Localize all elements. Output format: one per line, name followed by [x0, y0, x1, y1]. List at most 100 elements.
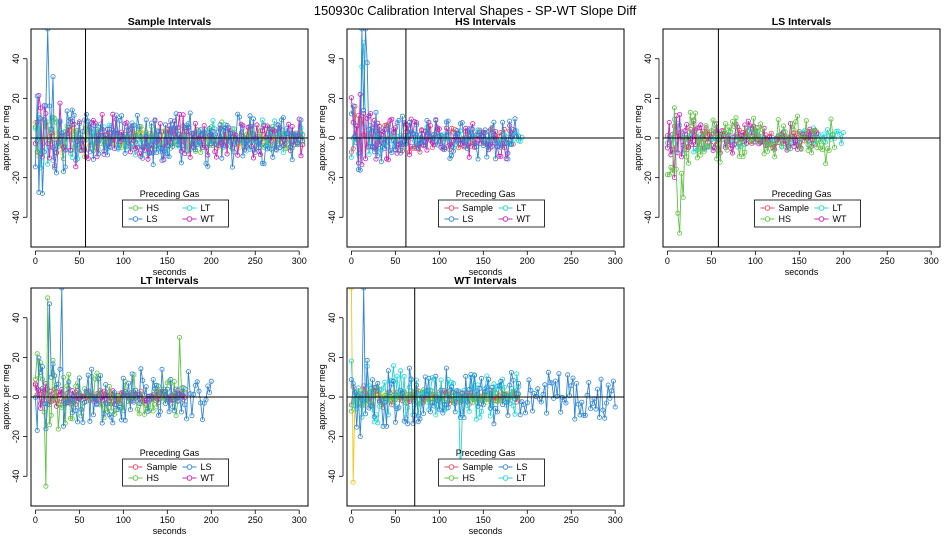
- data-point: [127, 407, 133, 413]
- data-point: [134, 145, 140, 151]
- data-point: [466, 386, 472, 392]
- legend-label: LT: [201, 203, 211, 213]
- data-point: [807, 141, 813, 147]
- data-point: [565, 372, 571, 378]
- data-point: [117, 118, 123, 124]
- data-point: [366, 144, 372, 150]
- data-point: [445, 405, 451, 411]
- legend-title: Preceding Gas: [772, 189, 832, 199]
- data-point: [745, 118, 751, 124]
- data-point: [117, 404, 123, 410]
- data-point: [298, 117, 304, 123]
- x-tick-label: 150: [160, 256, 175, 266]
- data-point: [64, 400, 70, 406]
- data-point: [80, 128, 86, 134]
- data-point: [670, 146, 676, 152]
- data-point: [122, 150, 128, 156]
- data-point: [456, 388, 462, 394]
- data-point: [731, 141, 737, 147]
- legend-title: Preceding Gas: [140, 448, 200, 458]
- data-point: [501, 384, 507, 390]
- data-point: [563, 400, 569, 406]
- data-point: [57, 366, 63, 372]
- data-point: [470, 400, 476, 406]
- data-point: [164, 386, 170, 392]
- data-point: [354, 136, 360, 142]
- data-point: [89, 366, 95, 372]
- legend: Preceding Gas Sample LT HS WT: [754, 189, 861, 228]
- data-point: [180, 385, 186, 391]
- data-point: [112, 389, 118, 395]
- data-point: [182, 136, 188, 142]
- data-point: [59, 130, 65, 136]
- data-point: [364, 60, 370, 66]
- data-point: [78, 406, 84, 412]
- x-tick-label: 100: [432, 515, 447, 525]
- data-point: [224, 123, 230, 129]
- legend-entry-wt: WT: [814, 214, 847, 224]
- data-point: [684, 122, 690, 128]
- data-point: [99, 112, 105, 118]
- data-point: [119, 417, 125, 423]
- data-point: [664, 145, 670, 151]
- data-point: [493, 156, 499, 162]
- series-line: [34, 288, 212, 431]
- data-point: [538, 399, 544, 405]
- data-point: [136, 401, 142, 407]
- data-point: [394, 373, 400, 379]
- data-point: [134, 406, 140, 412]
- data-point: [138, 134, 144, 140]
- data-point: [570, 375, 576, 381]
- y-tick-label: 20: [327, 352, 337, 362]
- data-point: [192, 121, 198, 127]
- data-point: [777, 132, 783, 138]
- legend-marker: [186, 464, 193, 470]
- data-point: [686, 145, 692, 151]
- data-point: [452, 401, 458, 407]
- legend-label: Sample: [463, 462, 494, 472]
- data-point: [396, 405, 402, 411]
- data-point: [478, 136, 484, 142]
- series-line: [34, 297, 186, 487]
- data-point: [233, 136, 239, 142]
- data-point: [199, 417, 205, 423]
- data-point: [389, 116, 395, 122]
- data-point: [461, 415, 467, 421]
- data-point: [201, 123, 207, 129]
- data-point: [398, 132, 404, 138]
- data-point: [268, 146, 274, 152]
- data-point: [147, 151, 153, 157]
- x-tick-label: 250: [248, 515, 263, 525]
- data-point: [177, 334, 183, 340]
- data-point: [352, 390, 358, 396]
- data-point: [113, 402, 119, 408]
- data-point: [744, 140, 750, 146]
- data-point: [477, 414, 483, 420]
- legend-label: LS: [517, 462, 528, 472]
- data-point: [417, 132, 423, 138]
- data-point: [389, 150, 395, 156]
- data-point: [726, 124, 732, 130]
- legend-entry-hs: HS: [128, 473, 159, 483]
- data-point: [141, 140, 147, 146]
- data-point: [408, 376, 414, 382]
- y-tick-label: 40: [11, 313, 21, 323]
- legend-marker: [502, 205, 509, 211]
- data-point: [456, 140, 462, 146]
- data-point: [32, 140, 38, 146]
- data-point: [92, 120, 98, 126]
- data-point: [57, 119, 63, 125]
- data-point: [682, 128, 688, 134]
- data-point: [300, 138, 306, 144]
- data-point: [101, 148, 107, 154]
- data-point: [602, 415, 608, 421]
- data-point: [413, 120, 419, 126]
- data-point: [433, 373, 439, 379]
- legend-entry-wt: WT: [182, 214, 215, 224]
- series-hs: [664, 105, 838, 236]
- data-point: [98, 373, 104, 379]
- data-point: [254, 122, 260, 128]
- data-point: [470, 126, 476, 132]
- legend-box: [438, 199, 545, 228]
- data-point: [449, 153, 455, 159]
